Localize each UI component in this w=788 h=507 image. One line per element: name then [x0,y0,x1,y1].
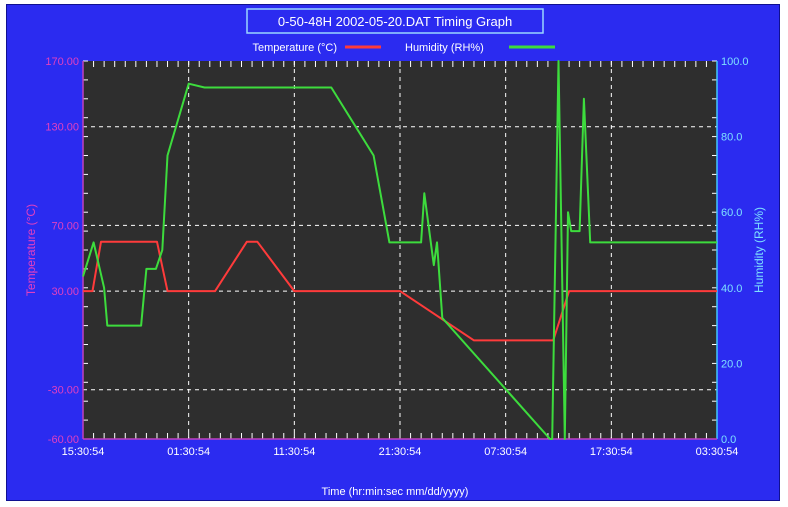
y-right-tick-label: 20.0 [721,358,742,370]
x-tick-label: 11:30:54 [273,446,315,458]
x-tick-label: 21:30:54 [379,446,422,458]
x-tick-label: 17:30:54 [590,446,633,458]
series-lines [82,60,717,440]
y-right-tick-label: 100.0 [721,56,749,68]
title-box [246,8,544,34]
x-tick-label: 03:30:54 [696,446,739,458]
x-tick-label: 07:30:54 [484,446,527,458]
y-right-tick-label: 40.0 [721,283,742,295]
legend-label-temperature: Temperature (°C) [253,42,337,54]
chart-title: 0-50-48H 2002-05-20.DAT Timing Graph [278,14,512,29]
legend-label-humidity: Humidity (RH%) [405,42,484,54]
y-axis-right-label: Humidity (RH%) [752,207,766,293]
y-left-tick-label: -30.00 [48,385,79,397]
y-left-tick-label: 30.00 [51,286,79,298]
y-axis-left-label: Temperature (°C) [24,204,38,296]
y-left-tick-label: 170.00 [45,56,79,68]
x-tick-label: 15:30:54 [62,446,105,458]
y-left-tick-label: 70.00 [51,220,79,232]
chart-panel: 0-50-48H 2002-05-20.DAT Timing Graph Tem… [6,4,780,501]
y-left-tick-label: -60.00 [48,434,79,446]
x-axis-label: Time (hr:min:sec mm/dd/yyyy) [322,486,469,498]
axis-ticks [82,60,718,440]
temperature-series-line [83,240,717,342]
legend: Temperature (°C) Humidity (RH%) [253,42,555,54]
timing-graph: 0-50-48H 2002-05-20.DAT Timing Graph Tem… [24,8,766,498]
humidity-series-line [82,60,717,440]
y-right-tick-label: 80.0 [721,132,742,144]
axis-tick-labels: 15:30:54 01:30:54 11:30:54 21:30:54 07:30:54… [45,56,748,458]
y-right-tick-label: 60.0 [721,207,742,219]
y-right-tick-label: 0.0 [721,434,736,446]
x-tick-label: 01:30:54 [167,446,210,458]
y-left-tick-label: 130.00 [45,122,79,134]
